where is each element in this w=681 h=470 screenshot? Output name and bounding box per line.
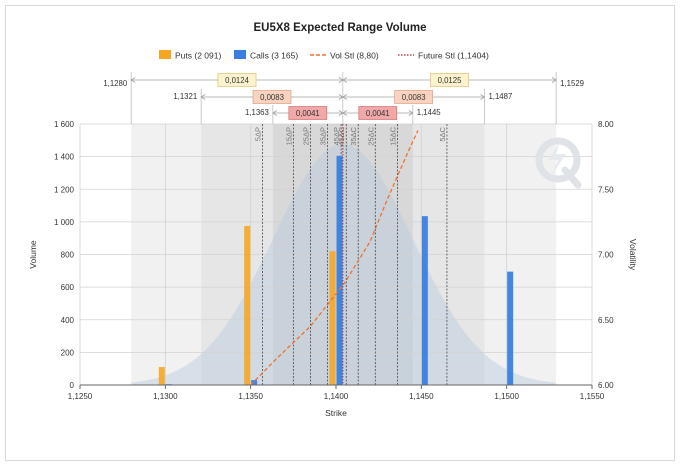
range-width-arrow-left-3	[342, 94, 348, 100]
call-bar-2	[336, 155, 343, 385]
range-width-box-3	[394, 90, 434, 104]
legend-swatch-1	[234, 50, 246, 59]
range-width-label-1: 0,0125	[438, 76, 463, 85]
range-level-label-4: 1,1487	[488, 92, 512, 101]
y2-axis-title: Volatility	[628, 239, 638, 271]
range-width-arrow-right-3	[480, 94, 486, 100]
range-width-arrow-left-5	[342, 110, 348, 116]
range-width-label-2: 0,0083	[260, 93, 284, 102]
y-tick-label-2: 400	[61, 316, 75, 325]
vol-curve	[250, 130, 419, 386]
legend-label-0: Puts (2 091)	[175, 51, 221, 61]
x-axis-title: Strike	[325, 408, 347, 418]
watermark-bolt	[548, 142, 566, 178]
x-tick-label-0: 1,1250	[68, 392, 93, 401]
y-tick-label-3: 600	[61, 283, 75, 292]
call-bar-1	[251, 380, 258, 385]
range-width-arrow-left-2	[200, 94, 206, 100]
delta-label-9: 5ΔC	[438, 126, 447, 141]
x-tick-label-4: 1,1450	[409, 392, 434, 401]
delta-label-5: 45ΔC	[337, 126, 346, 145]
put-bar-1	[244, 225, 251, 385]
delta-label-7: 25ΔC	[366, 126, 375, 145]
delta-label-8: 15ΔC	[388, 126, 397, 145]
range-level-label-5: 1,1529	[560, 79, 584, 88]
watermark-tail	[561, 166, 582, 189]
range-level-label-3: 1,1445	[417, 108, 442, 117]
y-tick-label-5: 1 000	[54, 218, 75, 227]
put-bar-0	[158, 367, 165, 385]
vol-settlement-curve	[250, 130, 419, 386]
legend-label-3: Future Stl (1,1404)	[418, 51, 489, 61]
x-tick-label-3: 1,1400	[324, 392, 349, 401]
range-width-arrow-left-4	[272, 110, 278, 116]
range-level-label-0: 1,1280	[103, 79, 128, 88]
delta-label-6: 35ΔC	[349, 126, 358, 145]
watermark-ring	[535, 137, 581, 183]
delta-label-2: 25ΔP	[301, 127, 310, 145]
y2-tick-label-3: 7.50	[598, 185, 614, 194]
range-width-arrow-right-1	[551, 77, 557, 83]
range-width-box-0	[217, 73, 257, 87]
delta-label-3: 35ΔP	[318, 127, 327, 145]
x-tick-label-2: 1,1350	[238, 392, 263, 401]
range-width-box-4	[288, 106, 328, 120]
distribution-area	[131, 144, 557, 385]
y-axis-title: Volume	[28, 240, 38, 269]
range-width-box-5	[358, 106, 398, 120]
range-width-arrow-left-0	[130, 77, 136, 83]
call-bar-3	[421, 216, 428, 385]
chart-title: EU5X8 Expected Range Volume	[254, 22, 427, 34]
y-tick-label-4: 800	[61, 251, 75, 260]
delta-label-0: 5ΔP	[254, 127, 263, 141]
y2-tick-label-2: 7.00	[598, 251, 614, 260]
x-tick-label-6: 1,1550	[580, 392, 605, 401]
y2-tick-label-4: 8.00	[598, 120, 614, 129]
distribution-curve	[131, 144, 557, 385]
range-width-arrow-left-1	[342, 77, 348, 83]
logo-watermark	[535, 137, 582, 189]
range-width-label-3: 0,0083	[402, 93, 426, 102]
axes: 1,1250 1,1300 1,1350 1,1400 1,1450 1,1500 1,15…	[28, 120, 638, 418]
delta-label-4: 45ΔP	[332, 127, 341, 145]
legend-label-1: Calls (3 165)	[250, 51, 298, 61]
call-bar-4	[507, 271, 514, 385]
y2-tick-label-0: 6.00	[598, 381, 614, 390]
y-tick-label-8: 1 600	[54, 120, 75, 129]
put-bar-2	[329, 251, 336, 385]
range-width-label-0: 0,0124	[225, 76, 250, 85]
range-width-arrow-right-5	[408, 110, 414, 116]
range-level-label-2: 1,1363	[245, 108, 269, 117]
y-tick-label-1: 200	[61, 348, 75, 357]
legend-label-2: Vol Stl (8,80)	[330, 51, 379, 61]
delta-label-1: 15ΔP	[284, 127, 293, 145]
range-width-box-2	[252, 90, 292, 104]
x-tick-label-1: 1,1300	[153, 392, 178, 401]
y2-tick-label-1: 6.50	[598, 316, 614, 325]
range-width-label-4: 0,0041	[296, 109, 320, 118]
range-width-label-5: 0,0041	[366, 109, 390, 118]
range-width-box-1	[430, 73, 469, 87]
y-tick-label-6: 1 200	[54, 185, 75, 194]
range-level-label-1: 1,1321	[173, 92, 197, 101]
legend-swatch-0	[159, 50, 171, 59]
y-tick-label-7: 1 400	[54, 153, 75, 162]
legend: Puts (2 091) Calls (3 165) Vol Stl (8,80) F…	[159, 50, 489, 61]
range-annotations: 1,1280 1,1321 1,1363 1,1445 1,1487 1,1529 0,01…	[103, 72, 584, 124]
y-tick-label-0: 0	[70, 381, 75, 390]
x-tick-label-5: 1,1500	[494, 392, 519, 401]
